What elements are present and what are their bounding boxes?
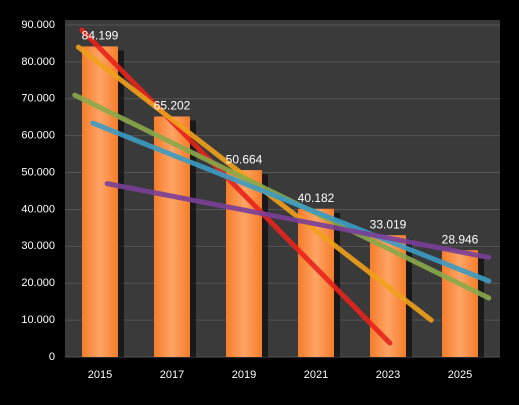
x-tick-label: 2021: [304, 369, 328, 381]
trendline: [90, 120, 492, 284]
y-tick-label: 20.000: [21, 277, 55, 289]
x-tick-label: 2025: [448, 369, 472, 381]
x-tick-label: 2015: [88, 369, 112, 381]
data-label: 33.019: [370, 217, 407, 231]
data-label: 28.946: [442, 232, 479, 246]
data-label: 65.202: [154, 99, 191, 113]
y-tick-label: 10.000: [21, 314, 55, 326]
y-tick-label: 80.000: [21, 56, 55, 68]
bar: [82, 46, 118, 358]
y-tick-label: 40.000: [21, 203, 55, 215]
trendline: [79, 27, 393, 346]
x-tick-label: 2023: [376, 369, 400, 381]
data-label: 40.182: [298, 191, 335, 205]
y-tick-label: 60.000: [21, 130, 55, 142]
bar: [226, 170, 262, 357]
x-tick-label: 2019: [232, 369, 256, 381]
data-label: 50.664: [226, 152, 263, 166]
trendline: [104, 181, 492, 260]
y-tick-label: 0: [49, 351, 55, 363]
y-tick-label: 70.000: [21, 93, 55, 105]
y-tick-label: 90.000: [21, 19, 55, 31]
data-label: 84.199: [82, 29, 119, 43]
y-tick-label: 50.000: [21, 166, 55, 178]
y-tick-label: 30.000: [21, 240, 55, 252]
x-tick-label: 2017: [160, 369, 184, 381]
